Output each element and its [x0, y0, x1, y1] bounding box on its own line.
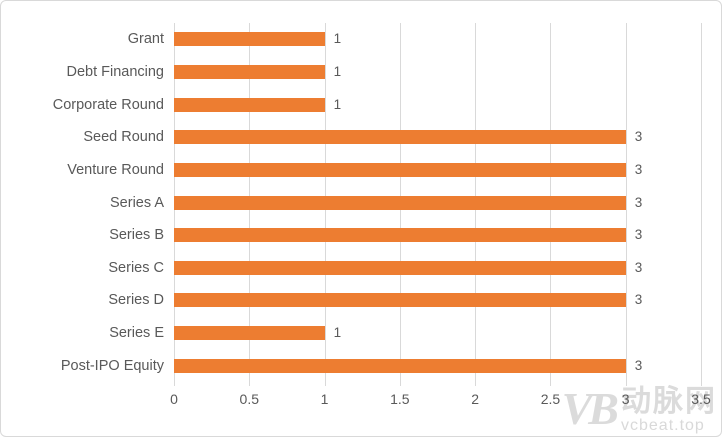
- data-label: 3: [634, 357, 643, 373]
- data-label: 1: [333, 63, 342, 79]
- category-label-series-a: Series A: [110, 194, 164, 211]
- x-tick-label-1.5: 1.5: [390, 391, 410, 407]
- bar-debt-financing: [174, 64, 325, 79]
- bar-corporate-round: [174, 97, 325, 112]
- plot-area: 1 1 1 3 3 3 3 3 3 1 3: [174, 23, 702, 386]
- category-label-post-ipo-equity: Post-IPO Equity: [60, 357, 164, 374]
- y-axis-category-labels: Grant Debt Financing Corporate Round Seed R…: [1, 23, 164, 382]
- bar-seed-round: [174, 130, 626, 145]
- x-tick-label-3: 3: [621, 391, 630, 407]
- gridline-x-3: [625, 23, 627, 386]
- data-label: 3: [634, 292, 643, 308]
- data-label: 3: [634, 227, 643, 243]
- data-label: 3: [634, 161, 643, 177]
- category-label-corporate-round: Corporate Round: [52, 96, 164, 113]
- bar-series-c: [174, 260, 626, 275]
- data-label: 3: [634, 194, 643, 210]
- bar-series-b: [174, 228, 626, 243]
- bar-post-ipo-equity: [174, 358, 626, 373]
- bar-series-a: [174, 195, 626, 210]
- category-label-series-c: Series C: [108, 259, 164, 276]
- data-label: 3: [634, 129, 643, 145]
- bar-series-d: [174, 293, 626, 308]
- category-label-venture-round: Venture Round: [67, 161, 164, 178]
- x-tick-label-3.5: 3.5: [691, 391, 711, 407]
- category-label-seed-round: Seed Round: [83, 129, 164, 146]
- data-label: 3: [634, 259, 643, 275]
- x-tick-label-0.5: 0.5: [239, 391, 260, 407]
- category-label-grant: Grant: [127, 31, 164, 48]
- watermark-url: vcbeat.top: [621, 417, 705, 434]
- x-tick-label-1: 1: [320, 391, 329, 407]
- x-tick-label-0: 0: [170, 391, 178, 407]
- bar-series-e: [174, 326, 325, 341]
- data-label: 1: [333, 96, 342, 112]
- gridline-x-3.5: [701, 23, 702, 386]
- data-label: 1: [333, 325, 342, 341]
- category-label-series-d: Series D: [108, 292, 164, 309]
- category-label-series-e: Series E: [109, 325, 164, 342]
- data-label: 1: [333, 31, 342, 47]
- category-label-series-b: Series B: [109, 227, 164, 244]
- bar-venture-round: [174, 162, 626, 177]
- x-tick-label-2.5: 2.5: [540, 391, 561, 407]
- x-tick-label-2: 2: [471, 391, 480, 407]
- bar-grant: [174, 32, 325, 47]
- category-label-debt-financing: Debt Financing: [66, 63, 164, 80]
- x-axis-tick-labels: 0 0.5 1 1.5 2 2.5 3 3.5: [170, 391, 711, 413]
